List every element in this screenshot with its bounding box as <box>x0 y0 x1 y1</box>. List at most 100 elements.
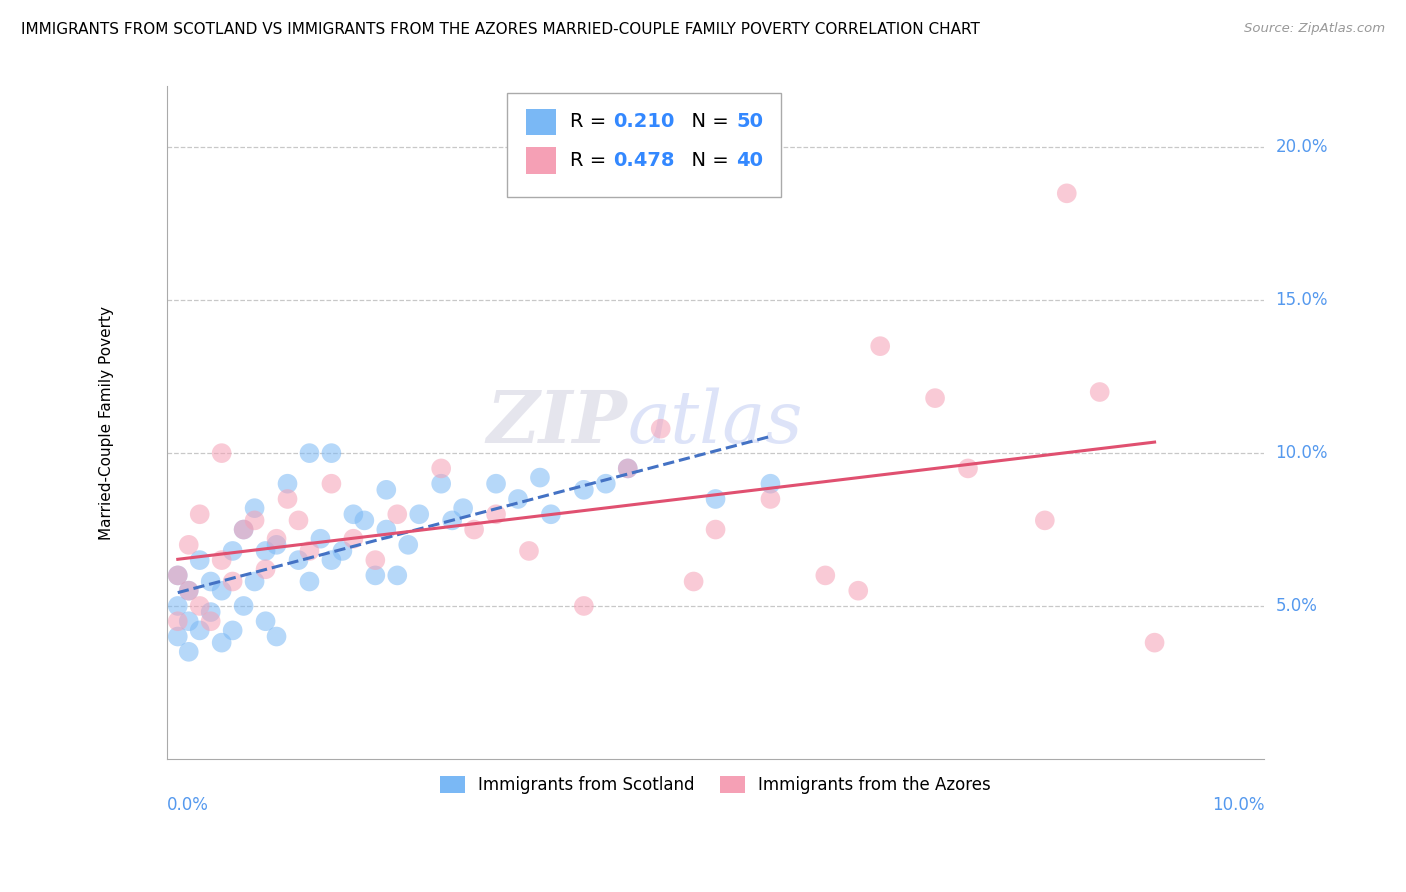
Point <box>166 599 188 613</box>
Point <box>243 501 266 516</box>
Point <box>177 614 200 628</box>
Text: Married-Couple Family Poverty: Married-Couple Family Poverty <box>98 306 114 540</box>
Point <box>211 553 233 567</box>
Text: 10.0%: 10.0% <box>1275 444 1327 462</box>
Point <box>332 544 354 558</box>
Point <box>1056 186 1078 201</box>
Point <box>430 461 453 475</box>
Point <box>254 544 277 558</box>
Point <box>517 544 540 558</box>
Point <box>463 523 485 537</box>
Point <box>166 568 188 582</box>
Point <box>846 583 869 598</box>
Point <box>266 532 288 546</box>
Point <box>266 538 288 552</box>
Point <box>276 476 298 491</box>
Point <box>485 508 508 522</box>
Point <box>321 553 343 567</box>
Text: R =: R = <box>569 151 612 169</box>
Point <box>298 446 321 460</box>
Point <box>321 446 343 460</box>
Point <box>177 583 200 598</box>
Text: 40: 40 <box>737 151 763 169</box>
Point <box>232 523 254 537</box>
Point <box>540 508 562 522</box>
Point <box>309 532 332 546</box>
Point <box>211 446 233 460</box>
Text: 10.0%: 10.0% <box>1212 796 1264 814</box>
Point <box>451 501 474 516</box>
Point <box>396 538 419 552</box>
Point <box>408 508 430 522</box>
Text: 20.0%: 20.0% <box>1275 138 1327 156</box>
Point <box>166 568 188 582</box>
Text: R =: R = <box>569 112 612 131</box>
Point <box>221 624 243 638</box>
Point <box>704 523 727 537</box>
Point <box>616 461 638 475</box>
Point <box>387 568 409 582</box>
Point <box>375 523 398 537</box>
Point <box>506 491 529 506</box>
Point <box>254 614 277 628</box>
Text: 0.210: 0.210 <box>613 112 675 131</box>
FancyBboxPatch shape <box>526 109 557 136</box>
Point <box>572 599 595 613</box>
Point <box>243 513 266 527</box>
Point <box>200 574 222 589</box>
Text: Source: ZipAtlas.com: Source: ZipAtlas.com <box>1244 22 1385 36</box>
Text: 0.478: 0.478 <box>613 151 675 169</box>
Text: atlas: atlas <box>627 387 803 458</box>
Point <box>200 614 222 628</box>
Point <box>650 422 672 436</box>
Point <box>221 574 243 589</box>
Point <box>704 491 727 506</box>
Point <box>200 605 222 619</box>
Text: N =: N = <box>679 112 735 131</box>
Text: 0.0%: 0.0% <box>167 796 208 814</box>
Point <box>485 476 508 491</box>
Point <box>177 538 200 552</box>
Point <box>342 508 364 522</box>
Point <box>287 513 309 527</box>
Text: 15.0%: 15.0% <box>1275 292 1327 310</box>
Point <box>956 461 979 475</box>
Point <box>177 645 200 659</box>
FancyBboxPatch shape <box>508 93 782 197</box>
Point <box>759 476 782 491</box>
Point <box>266 630 288 644</box>
Text: N =: N = <box>679 151 735 169</box>
Point <box>869 339 891 353</box>
Point <box>1088 384 1111 399</box>
Point <box>595 476 617 491</box>
Point <box>211 583 233 598</box>
Point <box>924 391 946 405</box>
Point <box>529 470 551 484</box>
Point <box>166 614 188 628</box>
Point <box>221 544 243 558</box>
Point <box>254 562 277 576</box>
Point <box>1033 513 1056 527</box>
Point <box>232 523 254 537</box>
Point <box>188 553 211 567</box>
Point <box>232 599 254 613</box>
Point <box>364 553 387 567</box>
Point <box>572 483 595 497</box>
Text: ZIP: ZIP <box>486 387 627 458</box>
Point <box>342 532 364 546</box>
Point <box>364 568 387 582</box>
Point <box>287 553 309 567</box>
Point <box>188 599 211 613</box>
Point <box>177 583 200 598</box>
Point <box>298 544 321 558</box>
Point <box>321 476 343 491</box>
Point <box>387 508 409 522</box>
Point <box>682 574 704 589</box>
Point <box>1143 635 1166 649</box>
Point <box>759 491 782 506</box>
Point <box>430 476 453 491</box>
Point <box>188 508 211 522</box>
Text: IMMIGRANTS FROM SCOTLAND VS IMMIGRANTS FROM THE AZORES MARRIED-COUPLE FAMILY POV: IMMIGRANTS FROM SCOTLAND VS IMMIGRANTS F… <box>21 22 980 37</box>
Legend: Immigrants from Scotland, Immigrants from the Azores: Immigrants from Scotland, Immigrants fro… <box>433 770 998 801</box>
Point <box>353 513 375 527</box>
